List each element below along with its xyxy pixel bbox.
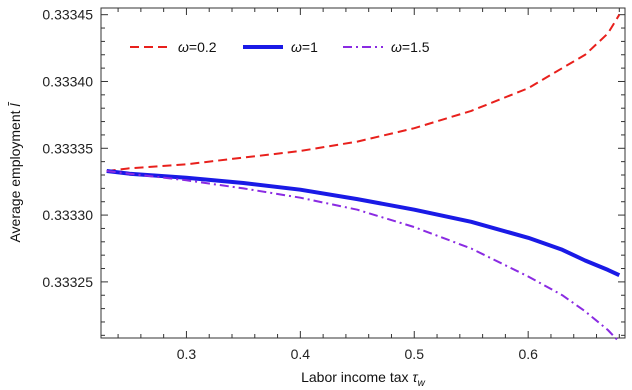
legend-label-2: ω=1 [291, 39, 318, 55]
series-line-1 [106, 14, 621, 172]
y-tick-label: 0.33340 [42, 73, 93, 89]
plot-frame [100, 7, 626, 339]
legend: ω=0.2 ω=1 ω=1.5 [130, 39, 430, 55]
y-tick-label: 0.33345 [42, 7, 93, 23]
legend-label-1: ω=0.2 [178, 39, 217, 55]
series-line-3 [106, 170, 621, 343]
x-tick-label: 0.6 [518, 346, 538, 362]
plot-area: 0.3 0.4 0.5 0.6 0.33325 0.33330 0.33335 0.33340… [42, 7, 626, 362]
x-tick-label: 0.4 [291, 346, 311, 362]
y-tick-label: 0.33325 [42, 274, 93, 290]
y-axis-label: Average employment l̄ [7, 102, 23, 243]
series-layer [106, 14, 621, 343]
y-tick-label: 0.33335 [42, 140, 93, 156]
legend-label-3: ω=1.5 [391, 39, 430, 55]
x-tick-label: 0.3 [177, 346, 197, 362]
x-axis-label: Labor income tax τw [301, 369, 426, 389]
x-tick-label: 0.5 [405, 346, 425, 362]
series-line-2 [106, 169, 621, 278]
y-tick-label: 0.33330 [42, 207, 93, 223]
